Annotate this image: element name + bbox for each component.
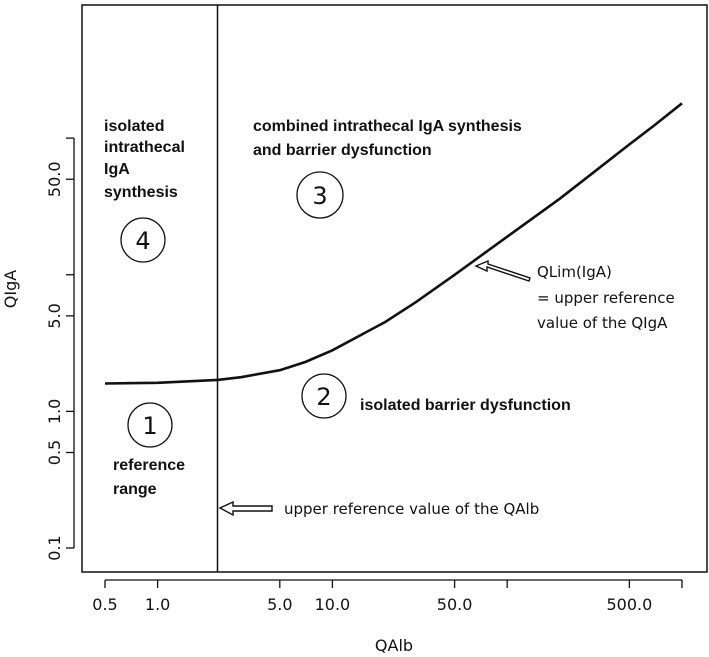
y-tick-label: 0.5: [45, 440, 64, 465]
region-3-marker: [296, 171, 344, 219]
region-2-label: isolated barrier dysfunction: [360, 397, 571, 414]
y-tick-label: 5.0: [45, 303, 64, 328]
x-tick-label: 5.0: [267, 595, 292, 614]
qalb-arrow: [218, 500, 273, 517]
y-tick-label: 50.0: [45, 161, 64, 197]
region-1-label-line-1: reference: [113, 457, 185, 474]
qlim-annotation-line-2: = upper reference: [537, 289, 675, 307]
y-tick-label: 1.0: [45, 399, 64, 424]
region-3-number: 3: [312, 182, 327, 210]
region-2-marker: [301, 373, 347, 419]
x-tick-label: 50.0: [437, 595, 473, 614]
region-3-label-line-2: and barrier dysfunction: [253, 142, 432, 159]
y-tick-label: 0.1: [45, 535, 64, 560]
region-4-label-line-1: isolated: [104, 118, 164, 135]
y-axis: 0.1 0.5 1.0 5.0 50.0: [45, 137, 75, 561]
y-axis-title: QIgA: [1, 270, 20, 308]
qlim-iga-curve: [104, 102, 683, 385]
qlim-annotation-line-3: value of the QIgA: [537, 314, 668, 332]
qlim-arrow: [474, 259, 531, 282]
region-1-label-line-2: range: [113, 481, 157, 498]
qalb-annotation: upper reference value of the QAlb: [284, 500, 539, 518]
x-axis-title: QAlb: [375, 636, 413, 655]
plot-frame: [81, 4, 708, 573]
qlim-annotation-line-1: QLim(IgA): [537, 263, 612, 281]
x-tick-label: 10.0: [315, 595, 351, 614]
region-4-label-line-2: intrathecal: [104, 139, 185, 156]
region-2-number: 2: [316, 383, 331, 411]
region-1-marker: [127, 402, 173, 448]
x-axis: 0.5 1.0 5.0 10.0 50.0 500.0: [92, 579, 683, 614]
region-4-label-line-3: IgA: [104, 161, 130, 178]
region-4-marker: [120, 217, 166, 263]
x-tick-label: 0.5: [92, 595, 117, 614]
region-3-label-line-1: combined intrathecal IgA synthesis: [253, 118, 522, 135]
region-1-number: 1: [142, 412, 157, 440]
x-tick-label: 500.0: [606, 595, 652, 614]
region-4-number: 4: [135, 227, 150, 255]
x-tick-label: 1.0: [145, 595, 170, 614]
region-4-label-line-4: synthesis: [104, 184, 178, 201]
